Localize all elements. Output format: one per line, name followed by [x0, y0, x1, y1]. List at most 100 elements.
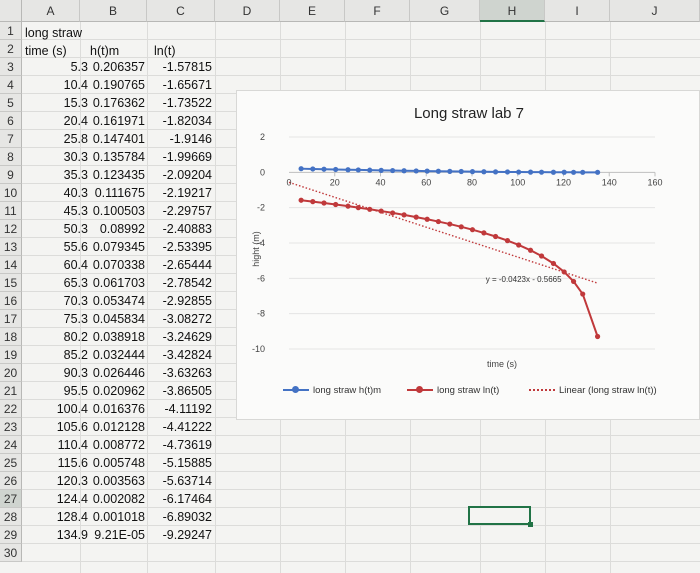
- column-header-f[interactable]: F: [345, 0, 410, 22]
- ln-cell[interactable]: -3.24629: [162, 330, 212, 344]
- time-cell[interactable]: 10.4: [63, 78, 88, 92]
- row-header-23[interactable]: 23: [0, 418, 22, 436]
- height-cell[interactable]: 0.016376: [92, 402, 145, 416]
- fill-handle[interactable]: [528, 522, 533, 527]
- ln-cell[interactable]: -2.92855: [162, 294, 212, 308]
- height-cell[interactable]: 0.026446: [92, 366, 145, 380]
- height-cell[interactable]: 0.045834: [92, 312, 145, 326]
- height-cell[interactable]: 0.111675: [94, 186, 145, 200]
- header-height[interactable]: h(t)m: [90, 44, 120, 58]
- height-cell[interactable]: 9.21E-05: [94, 528, 145, 542]
- ln-cell[interactable]: -2.40883: [162, 222, 212, 236]
- ln-cell[interactable]: -1.82034: [162, 114, 212, 128]
- height-cell[interactable]: 0.070338: [92, 258, 145, 272]
- time-cell[interactable]: 95.5: [63, 384, 88, 398]
- row-header-21[interactable]: 21: [0, 382, 22, 400]
- row-header-27[interactable]: 27: [0, 490, 22, 508]
- ln-cell[interactable]: -4.73619: [162, 438, 212, 452]
- column-header-c[interactable]: C: [147, 0, 215, 22]
- ln-cell[interactable]: -1.65671: [162, 78, 212, 92]
- time-cell[interactable]: 45.3: [63, 204, 88, 218]
- ln-cell[interactable]: -3.63263: [162, 366, 212, 380]
- column-header-g[interactable]: G: [410, 0, 480, 22]
- time-cell[interactable]: 80.2: [63, 330, 88, 344]
- row-header-29[interactable]: 29: [0, 526, 22, 544]
- time-cell[interactable]: 50.3: [63, 222, 88, 236]
- time-cell[interactable]: 90.3: [63, 366, 88, 380]
- ln-cell[interactable]: -6.89032: [162, 510, 212, 524]
- column-header-a[interactable]: A: [22, 0, 80, 22]
- row-header-10[interactable]: 10: [0, 184, 22, 202]
- time-cell[interactable]: 20.4: [63, 114, 88, 128]
- row-header-9[interactable]: 9: [0, 166, 22, 184]
- height-cell[interactable]: 0.053474: [92, 294, 145, 308]
- row-header-12[interactable]: 12: [0, 220, 22, 238]
- time-cell[interactable]: 55.6: [63, 240, 88, 254]
- row-header-18[interactable]: 18: [0, 328, 22, 346]
- row-header-11[interactable]: 11: [0, 202, 22, 220]
- row-header-16[interactable]: 16: [0, 292, 22, 310]
- time-cell[interactable]: 134.9: [56, 528, 88, 542]
- height-cell[interactable]: 0.003563: [92, 474, 145, 488]
- row-header-26[interactable]: 26: [0, 472, 22, 490]
- row-header-1[interactable]: 1: [0, 22, 22, 40]
- height-cell[interactable]: 0.002082: [92, 492, 145, 506]
- ln-cell[interactable]: -6.17464: [162, 492, 212, 506]
- height-cell[interactable]: 0.005748: [92, 456, 145, 470]
- column-header-j[interactable]: J: [610, 0, 700, 22]
- row-header-15[interactable]: 15: [0, 274, 22, 292]
- time-cell[interactable]: 5.3: [70, 60, 88, 74]
- time-cell[interactable]: 25.8: [63, 132, 88, 146]
- time-cell[interactable]: 60.4: [63, 258, 88, 272]
- row-header-2[interactable]: 2: [0, 40, 22, 58]
- height-cell[interactable]: 0.123435: [92, 168, 145, 182]
- time-cell[interactable]: 100.4: [56, 402, 88, 416]
- time-cell[interactable]: 124.4: [56, 492, 88, 506]
- time-cell[interactable]: 35.3: [63, 168, 88, 182]
- ln-cell[interactable]: -2.09204: [162, 168, 212, 182]
- height-cell[interactable]: 0.206357: [92, 60, 145, 74]
- height-cell[interactable]: 0.001018: [92, 510, 145, 524]
- ln-cell[interactable]: -1.73522: [162, 96, 212, 110]
- header-ln[interactable]: ln(t): [154, 44, 176, 58]
- row-header-7[interactable]: 7: [0, 130, 22, 148]
- time-cell[interactable]: 75.3: [63, 312, 88, 326]
- select-all-corner[interactable]: [0, 0, 22, 22]
- column-header-d[interactable]: D: [215, 0, 280, 22]
- ln-cell[interactable]: -3.42824: [162, 348, 212, 362]
- row-header-24[interactable]: 24: [0, 436, 22, 454]
- column-header-i[interactable]: I: [545, 0, 610, 22]
- row-header-6[interactable]: 6: [0, 112, 22, 130]
- height-cell[interactable]: 0.176362: [92, 96, 145, 110]
- ln-cell[interactable]: -2.78542: [162, 276, 212, 290]
- row-header-5[interactable]: 5: [0, 94, 22, 112]
- row-header-3[interactable]: 3: [0, 58, 22, 76]
- ln-cell[interactable]: -1.9146: [169, 132, 212, 146]
- ln-cell[interactable]: -2.29757: [162, 204, 212, 218]
- ln-cell[interactable]: -2.19217: [162, 186, 212, 200]
- row-header-28[interactable]: 28: [0, 508, 22, 526]
- ln-cell[interactable]: -3.86505: [162, 384, 212, 398]
- row-header-4[interactable]: 4: [0, 76, 22, 94]
- ln-cell[interactable]: -9.29247: [162, 528, 212, 542]
- ln-cell[interactable]: -2.65444: [162, 258, 212, 272]
- time-cell[interactable]: 120.3: [56, 474, 88, 488]
- column-header-b[interactable]: B: [80, 0, 147, 22]
- ln-cell[interactable]: -4.41222: [162, 420, 212, 434]
- time-cell[interactable]: 65.3: [63, 276, 88, 290]
- ln-cell[interactable]: -5.63714: [162, 474, 212, 488]
- ln-cell[interactable]: -1.57815: [162, 60, 212, 74]
- height-cell[interactable]: 0.008772: [92, 438, 145, 452]
- height-cell[interactable]: 0.020962: [92, 384, 145, 398]
- time-cell[interactable]: 15.3: [63, 96, 88, 110]
- time-cell[interactable]: 70.3: [63, 294, 88, 308]
- active-cell-selection[interactable]: [468, 506, 531, 525]
- title-cell[interactable]: long straw: [25, 26, 82, 40]
- height-cell[interactable]: 0.161971: [92, 114, 145, 128]
- row-header-13[interactable]: 13: [0, 238, 22, 256]
- height-cell[interactable]: 0.032444: [92, 348, 145, 362]
- height-cell[interactable]: 0.100503: [92, 204, 145, 218]
- height-cell[interactable]: 0.012128: [92, 420, 145, 434]
- height-cell[interactable]: 0.038918: [92, 330, 145, 344]
- height-cell[interactable]: 0.061703: [92, 276, 145, 290]
